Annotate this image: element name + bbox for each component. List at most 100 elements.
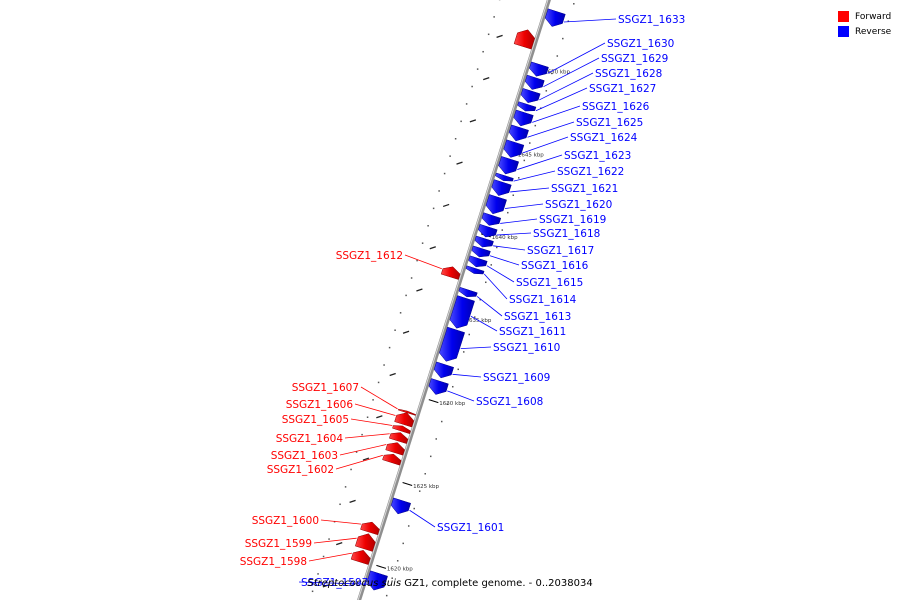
gene-block-ssgz1-1616[interactable] <box>471 245 491 258</box>
guide-dash <box>442 203 450 208</box>
gene-block-ssgz1-1629[interactable] <box>524 74 545 90</box>
gene-label[interactable]: SSGZ1_1598 <box>240 556 307 568</box>
gene-label[interactable]: SSGZ1_1603 <box>271 450 338 462</box>
guide-dot <box>339 503 341 506</box>
gene-label[interactable]: SSGZ1_1633 <box>618 14 685 26</box>
genome-backbone <box>357 0 551 600</box>
gene-block-ssgz1-1611[interactable] <box>449 295 475 329</box>
figure-caption: Streptococcus suis GZ1, complete genome.… <box>0 578 900 589</box>
tick-mark <box>402 482 413 486</box>
gene-label[interactable]: SSGZ1_1606 <box>286 399 354 411</box>
gene-label[interactable]: SSGZ1_1616 <box>521 260 589 272</box>
gene-block-ssgz1-1630[interactable] <box>529 61 549 77</box>
gene-label[interactable]: SSGZ1_1609 <box>483 372 550 384</box>
gene-block-ssgz1-1610[interactable] <box>439 326 466 362</box>
gene-block-ssgz1-1603[interactable] <box>385 442 405 456</box>
gene-block-ssgz1-1607[interactable] <box>397 408 417 416</box>
guide-dash <box>496 34 503 38</box>
gene-label[interactable]: SSGZ1_1615 <box>516 277 583 289</box>
gene-block-ssgz1-1612[interactable] <box>440 266 461 280</box>
gene-label[interactable]: SSGZ1_1630 <box>607 38 674 50</box>
guide-dash <box>362 457 370 461</box>
gene-label[interactable]: SSGZ1_1620 <box>545 199 612 211</box>
gene-block-ssgz1-1626[interactable] <box>513 109 534 127</box>
gene-label[interactable]: SSGZ1_1623 <box>564 150 631 162</box>
guide-dot <box>471 85 473 88</box>
gene-block-ssgz1-1633[interactable] <box>544 8 566 27</box>
guide-dash <box>389 372 396 377</box>
guide-dot <box>479 298 482 301</box>
gene-block-ssgz1-1625[interactable] <box>508 124 529 142</box>
gene-label[interactable]: SSGZ1_1628 <box>595 68 662 80</box>
label-leader <box>493 245 526 251</box>
gene-block-ssgz1-1605[interactable] <box>392 425 411 435</box>
guide-dot <box>438 190 440 192</box>
guide-dot <box>449 155 451 157</box>
gene-label[interactable]: SSGZ1_1619 <box>539 214 606 226</box>
gene-label[interactable]: SSGZ1_1614 <box>509 294 577 306</box>
gene-block-ssgz1-1602[interactable] <box>382 453 402 466</box>
gene-label[interactable]: SSGZ1_1618 <box>533 228 600 240</box>
label-leader <box>563 18 617 23</box>
gene-block-ssgz1-1619[interactable] <box>481 212 502 226</box>
gene-label[interactable]: SSGZ1_1600 <box>252 515 319 527</box>
gene-block-ssgz1-1609[interactable] <box>433 361 455 379</box>
gene-block-ssgz1-1597[interactable] <box>366 570 388 591</box>
gene-label[interactable]: SSGZ1_1621 <box>551 183 618 195</box>
guide-dot <box>465 103 468 105</box>
gene-block-ssgz1-1628[interactable] <box>520 88 541 103</box>
gene-block-ssgz1-1624[interactable] <box>503 139 525 158</box>
gene-block-ssgz1-1617[interactable] <box>474 235 494 248</box>
gene-label[interactable]: SSGZ1_1627 <box>589 83 656 95</box>
gene-label[interactable]: SSGZ1_1601 <box>437 522 504 534</box>
guide-dot <box>556 55 559 57</box>
guide-dash <box>322 584 330 588</box>
gene-block-ssgz1-1627[interactable] <box>517 101 537 112</box>
guide-dot <box>372 399 374 401</box>
gene-label[interactable]: SSGZ1_1622 <box>557 166 624 178</box>
gene-label[interactable]: SSGZ1_1610 <box>493 342 560 354</box>
label-leader <box>522 136 569 154</box>
gene-block-ssgz1-1614[interactable] <box>465 265 485 275</box>
guide-dot <box>399 312 402 314</box>
gene-label[interactable]: SSGZ1_1617 <box>527 245 594 257</box>
gene-label[interactable]: SSGZ1_1625 <box>576 117 643 129</box>
gene-block-ssgz1-1608[interactable] <box>428 378 449 395</box>
gene-block-ssgz1-1618[interactable] <box>478 223 498 238</box>
gene-block-ssgz1-1622[interactable] <box>495 172 514 182</box>
gene-label[interactable]: SSGZ1_1613 <box>504 311 571 323</box>
gene-label[interactable]: SSGZ1_1599 <box>245 538 312 550</box>
gene-block-ssgz1-1598[interactable] <box>350 550 371 565</box>
gene-label[interactable]: SSGZ1_1605 <box>282 414 349 426</box>
gene-label[interactable]: SSGZ1_1608 <box>476 396 543 408</box>
gene-label[interactable]: SSGZ1_1602 <box>267 464 334 476</box>
gene-block-ssgz1-1621[interactable] <box>491 179 512 196</box>
guide-dot <box>377 381 380 384</box>
gene-label[interactable]: SSGZ1_1604 <box>276 433 344 445</box>
gene-label[interactable]: SSGZ1_1612 <box>336 250 403 262</box>
gene-block-ssgz1-1600[interactable] <box>360 521 380 536</box>
gene-block-ssgz1-1599[interactable] <box>354 533 376 552</box>
gene-block-ssgz1-1613[interactable] <box>458 286 478 297</box>
gene-block-ssgz1-1604[interactable] <box>388 432 409 444</box>
gene-block-ssgz1-1606[interactable] <box>394 412 415 428</box>
label-leader <box>313 537 357 544</box>
gene-label[interactable]: SSGZ1_1626 <box>582 101 650 113</box>
gene-label[interactable]: SSGZ1_1597 <box>301 577 368 589</box>
gene-block-ssgz1-1623[interactable] <box>498 156 520 175</box>
gene-block-ssgz1-1620[interactable] <box>485 194 507 215</box>
gene-block-ssgz1-1601[interactable] <box>390 497 412 515</box>
gene-block-ssgz1-1615[interactable] <box>468 255 488 268</box>
gene-label[interactable]: SSGZ1_1607 <box>292 382 359 394</box>
gene-block-ssgz1-1631[interactable] <box>513 29 535 50</box>
guide-dot <box>427 225 429 227</box>
gene-label[interactable]: SSGZ1_1611 <box>499 326 566 338</box>
guide-dot <box>350 468 352 471</box>
tick-mark <box>376 564 387 569</box>
gene-label[interactable]: SSGZ1_1624 <box>570 132 638 144</box>
label-leader <box>308 552 353 562</box>
label-leader <box>452 373 482 378</box>
guide-dot <box>424 473 426 475</box>
gene-label[interactable]: SSGZ1_1629 <box>601 53 668 65</box>
guide-dot <box>391 577 393 579</box>
